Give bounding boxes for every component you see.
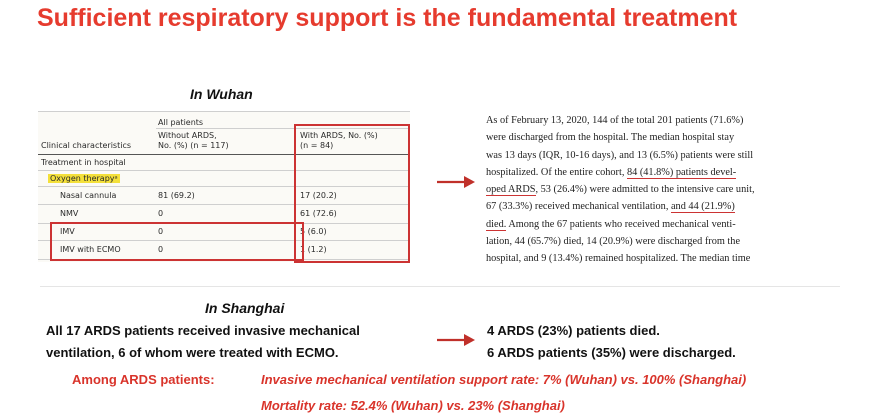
col-without-header-1: Without ARDS, xyxy=(158,131,217,140)
row-with-value: 1 (1.2) xyxy=(300,245,327,254)
row-without-value: 81 (69.2) xyxy=(158,191,195,200)
arrow-right-icon xyxy=(437,334,475,346)
row-with-value: 17 (20.2) xyxy=(300,191,337,200)
underlined-text: 84 (41.8%) patients devel- xyxy=(626,166,737,179)
row-without-value: 0 xyxy=(158,227,164,236)
paragraph-line: oped ARDS, 53 (26.4%) were admitted to t… xyxy=(486,181,844,198)
paragraph-line: 67 (33.3%) received mechanical ventilati… xyxy=(486,198,844,215)
shanghai-line-2: ventilation, 6 of whom were treated with… xyxy=(46,345,339,360)
underlined-text: died. xyxy=(486,218,507,231)
table-rule xyxy=(156,128,410,129)
paragraph-line: was 13 days (IQR, 10-16 days), and 13 (6… xyxy=(486,149,754,161)
paragraph-text: Among the 67 patients who received mecha… xyxy=(506,218,736,230)
cohort-paragraph: As of February 13, 2020, 144 of the tota… xyxy=(486,112,844,268)
paragraph-line: lation, 44 (65.7%) died, 14 (20.9%) were… xyxy=(486,236,741,248)
paragraph-text: 67 (33.3%) received mechanical ventilati… xyxy=(486,201,671,213)
all-patients-header: All patients xyxy=(158,118,204,127)
underlined-text: oped ARDS xyxy=(486,184,536,197)
imv-rows-box xyxy=(50,222,304,261)
ventilation-rate-line: Invasive mechanical ventilation support … xyxy=(261,372,747,387)
shanghai-description: All 17 ARDS patients received invasive m… xyxy=(46,320,360,364)
shanghai-outcome: 4 ARDS (23%) patients died. 6 ARDS patie… xyxy=(487,320,736,364)
paragraph-line: died. Among the 67 patients who received… xyxy=(486,216,844,233)
col-with-header-2: (n = 84) xyxy=(300,141,334,150)
paragraph-line: As of February 13, 2020, 144 of the tota… xyxy=(486,115,744,126)
paragraph-line: hospital, and 9 (13.4%) remained hospita… xyxy=(486,253,751,265)
col-without-header-2: No. (%) (n = 117) xyxy=(158,141,229,150)
row-with-value: 5 (6.0) xyxy=(300,227,327,236)
paragraph-line: were discharged from the hospital. The m… xyxy=(486,132,735,144)
wuhan-heading: In Wuhan xyxy=(190,86,253,102)
with-ards-column-box xyxy=(294,124,410,263)
underlined-text: and 44 (21.9%) xyxy=(670,201,735,214)
row-label: IMV xyxy=(60,227,75,236)
arrow-right-icon xyxy=(437,176,475,188)
row-label: Oxygen therapyᵃ xyxy=(48,174,120,184)
mortality-rate-line: Mortality rate: 52.4% (Wuhan) vs. 23% (S… xyxy=(261,398,565,413)
oxygen-therapy-highlight: Oxygen therapyᵃ xyxy=(48,174,120,183)
row-label: Nasal cannula xyxy=(60,191,117,200)
row-without-value: 0 xyxy=(158,209,164,218)
row-without-value: 0 xyxy=(158,245,164,254)
col-with-header-1: With ARDS, No. (%) xyxy=(300,131,378,140)
paragraph-text: , 53 (26.4%) were admitted to the intens… xyxy=(535,184,755,196)
table-rule xyxy=(38,111,410,112)
paragraph-text: hospitalized. Of the entire cohort, xyxy=(486,166,627,178)
row-label: Treatment in hospital xyxy=(41,158,126,167)
outcome-line-1: 4 ARDS (23%) patients died. xyxy=(487,323,660,338)
table-rule xyxy=(38,154,410,155)
table-rule xyxy=(38,240,410,241)
summary-label: Among ARDS patients: xyxy=(72,372,215,387)
col-clinical-header: Clinical characteristics xyxy=(41,141,132,150)
paragraph-line: hospitalized. Of the entire cohort, 84 (… xyxy=(486,164,844,181)
row-label: IMV with ECMO xyxy=(60,245,121,254)
wuhan-table: All patients Clinical characteristics Wi… xyxy=(38,111,410,263)
section-divider xyxy=(40,286,840,287)
row-with-value: 61 (72.6) xyxy=(300,209,337,218)
outcome-line-2: 6 ARDS patients (35%) were discharged. xyxy=(487,345,736,360)
table-rule xyxy=(38,170,410,171)
slide-title: Sufficient respiratory support is the fu… xyxy=(37,4,738,32)
shanghai-line-1: All 17 ARDS patients received invasive m… xyxy=(46,323,360,338)
shanghai-heading: In Shanghai xyxy=(205,300,285,316)
table-rule xyxy=(38,204,410,205)
table-rule xyxy=(38,186,410,187)
row-label: NMV xyxy=(60,209,79,218)
